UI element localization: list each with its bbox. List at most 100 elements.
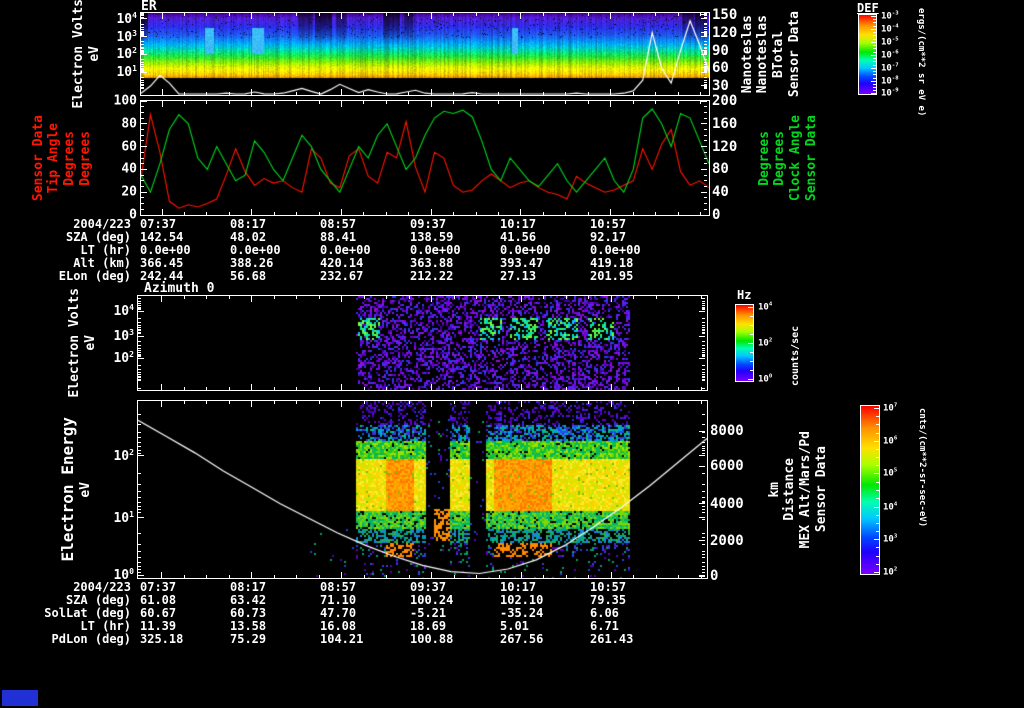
table-cell-value: 0.0e+00 xyxy=(500,243,551,257)
axis-tick-mark xyxy=(699,357,705,359)
axis-tick-mark xyxy=(141,68,144,70)
axis-tick-mark xyxy=(141,71,147,73)
def-colorbar-unit: ergs/(cm**2 sr eV e) xyxy=(916,8,926,117)
axis-tick-mark xyxy=(704,186,707,187)
distance-axis-title-line: Sensor Data xyxy=(813,446,829,533)
axis-tick-mark xyxy=(318,387,320,390)
colorbar-minor-tick xyxy=(876,481,879,483)
electron-energy-axis-title: Electron Energy eV xyxy=(50,400,102,579)
axis-tick-mark xyxy=(341,384,343,390)
colorbar-minor-tick xyxy=(876,490,879,491)
axis-tick-mark xyxy=(704,123,707,125)
axis-tick-label: 150 xyxy=(712,6,738,23)
axis-tick-mark xyxy=(702,512,705,514)
axis-tick-mark xyxy=(138,352,141,354)
axis-tick-mark xyxy=(702,379,705,381)
axis-tick-label: 2000 xyxy=(710,532,744,549)
axis-tick-mark xyxy=(138,388,141,390)
axis-tick-mark xyxy=(141,117,144,119)
axis-tick-mark xyxy=(138,449,141,451)
axis-tick-mark xyxy=(565,101,567,104)
axis-tick-mark xyxy=(141,208,144,210)
axis-tick-label: 8000 xyxy=(710,423,744,440)
colorbar-minor-tick xyxy=(876,449,879,451)
colorbar-tick-mark xyxy=(871,15,876,17)
colorbar-minor-tick xyxy=(873,58,876,60)
axis-tick-mark xyxy=(141,86,144,88)
axis-tick-mark xyxy=(141,191,144,193)
colorbar-tick-label: 100 xyxy=(758,373,773,385)
axis-tick-mark xyxy=(704,106,707,108)
axis-tick-mark xyxy=(141,67,144,69)
axis-tick-mark xyxy=(183,13,185,16)
axis-tick-mark xyxy=(704,15,707,17)
axis-tick-mark xyxy=(702,321,705,323)
axis-tick-mark xyxy=(183,387,185,390)
axis-tick-mark xyxy=(341,89,342,95)
axis-tick-mark xyxy=(141,111,144,113)
axis-tick-mark xyxy=(704,17,707,19)
axis-tick-mark xyxy=(678,575,680,578)
axis-tick-mark xyxy=(704,77,707,79)
axis-tick-mark xyxy=(655,575,657,578)
axis-tick-mark xyxy=(521,384,522,390)
axis-tick-mark xyxy=(141,70,144,72)
axis-tick-mark xyxy=(251,89,253,95)
table-row-label: Alt (km) xyxy=(73,256,131,270)
axis-tick-mark xyxy=(141,214,144,216)
table-cell-value: 0.0e+00 xyxy=(410,243,461,257)
axis-tick-mark xyxy=(138,335,144,337)
axis-tick-mark xyxy=(632,92,634,95)
table-cell-value: 92.17 xyxy=(590,230,627,244)
axis-tick-mark xyxy=(475,13,477,16)
axis-tick-mark xyxy=(183,296,185,299)
azimuth-spectrogram-panel: 104 103 102 xyxy=(113,295,708,391)
axis-tick-mark xyxy=(138,509,141,511)
axis-tick-mark xyxy=(183,401,185,404)
colorbar-tick-mark xyxy=(748,378,753,380)
table-cell-value: 363.88 xyxy=(410,256,454,270)
axis-tick-mark xyxy=(704,140,707,142)
axis-tick-mark xyxy=(588,401,590,404)
colorbar-minor-tick xyxy=(876,514,879,516)
colorbar-tick-mark xyxy=(874,538,879,540)
axis-tick-mark xyxy=(702,569,705,571)
axis-tick-mark xyxy=(386,575,388,578)
axis-tick-mark xyxy=(363,387,365,390)
axis-tick-mark xyxy=(431,401,433,407)
axis-tick-mark xyxy=(702,509,705,511)
axis-tick-mark xyxy=(475,212,477,215)
axis-tick-mark xyxy=(408,92,410,95)
table-cell-value: 267.56 xyxy=(500,632,544,646)
axis-tick-mark xyxy=(702,353,705,355)
table-cell-value: 47.70 xyxy=(320,606,357,620)
colorbar-minor-tick xyxy=(876,416,879,418)
axis-tick-mark xyxy=(141,191,147,193)
axis-tick-mark xyxy=(565,401,567,404)
colorbar-minor-tick xyxy=(873,74,876,76)
bottom-left-blue-box[interactable] xyxy=(2,690,38,706)
axis-tick-label: 90 xyxy=(712,42,729,59)
axis-tick-mark xyxy=(588,296,590,299)
axis-tick-mark xyxy=(704,80,707,82)
axis-tick-mark xyxy=(704,59,707,61)
axis-tick-mark xyxy=(610,13,612,19)
axis-tick-mark xyxy=(138,497,141,499)
axis-tick-mark xyxy=(702,332,705,334)
axis-tick-mark xyxy=(363,92,365,95)
axis-tick-mark xyxy=(138,309,141,311)
table-cell-value: 56.68 xyxy=(230,269,267,283)
electron-energy-axis-title-line: Electron Energy xyxy=(57,417,77,562)
axis-tick-mark xyxy=(430,89,432,95)
axis-tick-label: 4000 xyxy=(710,495,744,512)
axis-tick-mark xyxy=(161,296,163,302)
axis-tick-mark xyxy=(228,13,230,16)
axis-tick-mark xyxy=(610,101,612,107)
axis-tick-mark xyxy=(141,186,144,187)
axis-tick-mark xyxy=(141,146,147,148)
axis-tick-mark xyxy=(138,455,144,457)
axis-tick-mark xyxy=(702,356,705,358)
axis-tick-mark xyxy=(296,101,298,104)
axis-tick-mark xyxy=(702,497,705,499)
colorbar-minor-tick xyxy=(873,71,876,73)
